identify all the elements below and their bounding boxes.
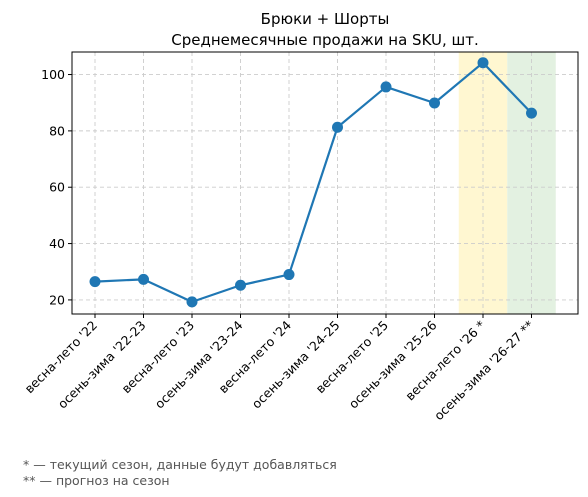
x-tick-label-5: осень-зима '24-25 xyxy=(249,318,343,412)
data-point-3 xyxy=(235,279,246,291)
y-tick-label-1: 40 xyxy=(49,236,65,251)
chart-title: Брюки + Шорты xyxy=(261,10,390,28)
data-point-5 xyxy=(332,121,343,133)
grid xyxy=(72,52,578,314)
data-point-0 xyxy=(89,276,101,288)
data-point-9 xyxy=(526,107,537,119)
footnote-forecast: ** — прогноз на сезон xyxy=(23,473,170,488)
data-point-2 xyxy=(186,296,198,308)
y-tick-label-3: 80 xyxy=(49,123,65,138)
x-tick-label-9: осень-зима '26-27 ** xyxy=(431,318,537,424)
data-point-1 xyxy=(138,273,149,285)
highlight-band-0 xyxy=(458,52,508,314)
y-tick-label-4: 100 xyxy=(41,67,65,82)
chart-subtitle: Среднемесячные продажи на SKU, шт. xyxy=(171,31,479,49)
data-point-8 xyxy=(477,57,489,69)
series xyxy=(89,57,537,308)
data-point-7 xyxy=(429,97,440,109)
y-tick-label-2: 60 xyxy=(49,180,65,195)
data-point-6 xyxy=(380,81,392,93)
data-point-4 xyxy=(283,269,295,281)
x-tick-label-7: осень-зима '25-26 xyxy=(346,317,440,411)
highlight-band-1 xyxy=(507,52,556,314)
series-line-0 xyxy=(94,61,533,303)
x-tick-label-3: осень-зима '23-24 xyxy=(152,317,246,411)
plot-frame xyxy=(71,51,579,315)
footnote-current-season: * — текущий сезон, данные будут добавлят… xyxy=(23,457,337,472)
season-highlights xyxy=(458,52,556,314)
y-tick-label-0: 20 xyxy=(49,292,65,307)
x-tick-label-1: осень-зима '22-23 xyxy=(55,318,149,412)
